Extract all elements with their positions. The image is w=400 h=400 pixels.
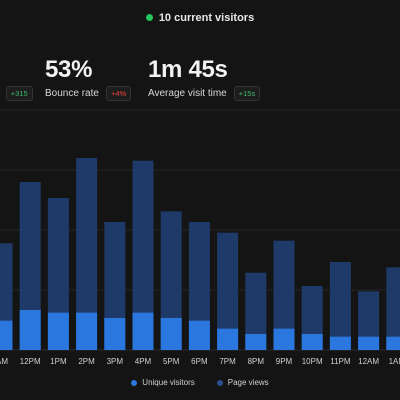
bar-page-views[interactable] — [47, 198, 69, 350]
visit-time-change-badge: +15s — [233, 86, 261, 101]
x-tick-label: 9PM — [276, 357, 293, 366]
x-tick-label: 12PM — [20, 357, 41, 366]
x-tick-label: 1AM — [389, 357, 400, 366]
bounce-rate-change-badge: +4% — [105, 86, 132, 101]
stat-average-visit-time[interactable]: 1m 45s Average visit time +15s — [148, 56, 261, 101]
legend-page-views[interactable]: Page views — [216, 378, 269, 387]
bar-page-views[interactable] — [245, 272, 267, 350]
bar-unique-visitors[interactable] — [19, 310, 41, 350]
live-dot-icon — [145, 14, 153, 21]
bar-unique-visitors[interactable] — [0, 320, 13, 350]
x-tick-label: AM — [0, 357, 8, 366]
bar-page-views[interactable] — [273, 240, 295, 350]
visit-time-value: 1m 45s — [148, 56, 228, 83]
x-tick-label: 11PM — [330, 357, 351, 366]
x-tick-label: 10PM — [302, 357, 323, 366]
x-tick-label: 2PM — [78, 357, 95, 366]
x-tick-label: 5PM — [163, 357, 180, 366]
bounce-rate-label: Bounce rate — [45, 88, 99, 99]
bar-unique-visitors[interactable] — [188, 320, 210, 350]
current-visitors-indicator: 10 current visitors — [0, 12, 400, 24]
chart-legend: Unique visitors Page views — [0, 378, 400, 387]
bar-unique-visitors[interactable] — [217, 328, 239, 350]
x-tick-label: 4PM — [135, 357, 152, 366]
bar-unique-visitors[interactable] — [47, 312, 69, 350]
stat-bounce-rate[interactable]: 53% Bounce rate +4% — [45, 56, 132, 101]
x-tick-label: 6PM — [191, 357, 208, 366]
bar-unique-visitors[interactable] — [273, 328, 295, 350]
bar-unique-visitors[interactable] — [160, 318, 182, 350]
bar-page-views[interactable] — [19, 182, 41, 350]
bar-page-views[interactable] — [188, 222, 210, 350]
bar-page-views[interactable] — [358, 291, 380, 350]
x-tick-label: 7PM — [219, 357, 236, 366]
bar-page-views[interactable] — [160, 211, 182, 350]
current-visitors-label: 10 current visitors — [158, 12, 255, 24]
stat-unique-visitors[interactable]: +315 — [0, 56, 33, 101]
x-tick-label: 8PM — [248, 357, 265, 366]
bar-unique-visitors[interactable] — [386, 336, 400, 350]
bar-page-views[interactable] — [132, 160, 154, 350]
visit-time-label: Average visit time — [148, 88, 227, 99]
bar-page-views[interactable] — [76, 158, 98, 350]
bar-unique-visitors[interactable] — [104, 318, 126, 350]
legend-unique-visitors[interactable]: Unique visitors — [131, 378, 195, 387]
visitors-change-badge: +315 — [5, 86, 33, 101]
bar-page-views[interactable] — [217, 232, 239, 350]
bar-page-views[interactable] — [386, 267, 400, 350]
x-tick-label: 1PM — [50, 357, 67, 366]
x-tick-label: 12AM — [358, 357, 379, 366]
bar-page-views[interactable] — [329, 262, 351, 350]
bounce-rate-value: 53% — [45, 56, 93, 83]
legend-pageviews-swatch — [216, 379, 223, 386]
bar-unique-visitors[interactable] — [358, 336, 380, 350]
bar-unique-visitors[interactable] — [76, 312, 98, 350]
bar-unique-visitors[interactable] — [329, 336, 351, 350]
bar-unique-visitors[interactable] — [132, 312, 154, 350]
bar-unique-visitors[interactable] — [301, 334, 323, 350]
bar-unique-visitors[interactable] — [245, 334, 267, 350]
legend-unique-swatch — [131, 379, 138, 386]
x-tick-label: 3PM — [107, 357, 124, 366]
